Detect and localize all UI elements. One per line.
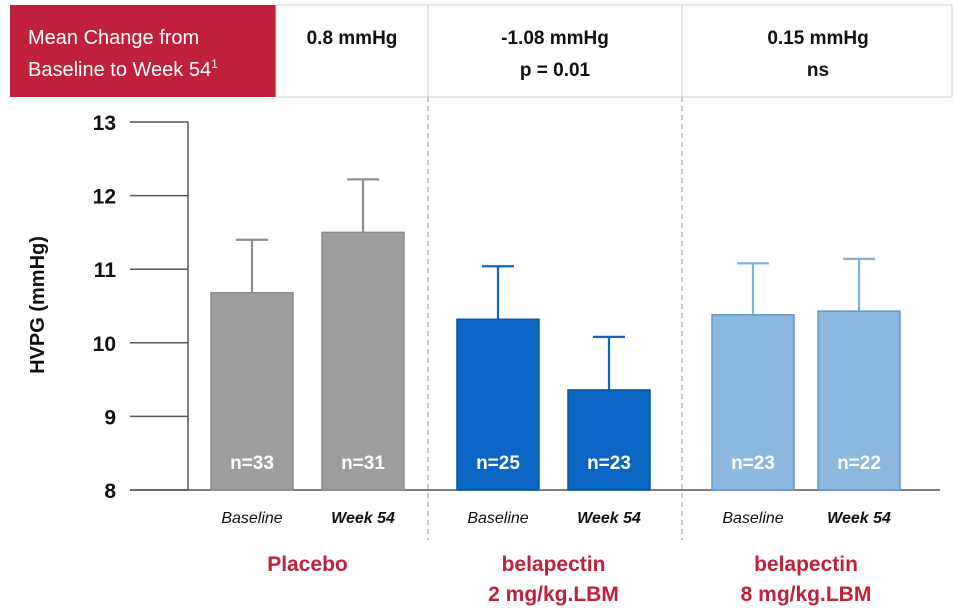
y-tick-label: 8	[104, 480, 116, 503]
header-group-3-line-2: ns	[807, 60, 829, 81]
y-axis-label: HVPG (mmHg)	[27, 236, 49, 374]
x-category-label: Baseline	[722, 510, 783, 527]
header-row-border	[275, 4, 953, 98]
group-label-line: Placebo	[267, 553, 348, 576]
x-category-label: Week 54	[827, 510, 891, 527]
x-category-label: Week 54	[577, 510, 641, 527]
header-label-superscript: 1	[211, 57, 218, 71]
header-band: Mean Change from Baseline to Week 541 0.…	[10, 4, 953, 98]
header-label-line-1: Mean Change from	[28, 27, 199, 49]
header-group-3-line-1: 0.15 mmHg	[767, 28, 868, 49]
group-label-line: belapectin	[754, 553, 858, 576]
group-label-line: belapectin	[502, 553, 606, 576]
bar-n-label: n=25	[476, 453, 520, 474]
bar-n-label: n=23	[587, 453, 631, 474]
y-ticks: 8 9 10 11 12 13	[93, 112, 188, 503]
bar-n-label: n=22	[837, 453, 881, 474]
y-tick-label: 11	[94, 259, 117, 282]
header-group-2-line-2: p = 0.01	[520, 60, 591, 81]
header-group-1-line-1: 0.8 mmHg	[307, 28, 398, 49]
bars: n=33 n=31 n=25 n=23 n=23 n=22	[210, 178, 901, 491]
x-category-label: Week 54	[331, 510, 395, 527]
header-group-2-line-1: -1.08 mmHg	[501, 28, 609, 49]
x-category-label: Baseline	[467, 510, 528, 527]
y-tick-label: 12	[93, 186, 116, 209]
group-labels: Placebo belapectin 2 mg/kg.LBM belapectin 8 …	[267, 553, 871, 606]
bar	[711, 314, 795, 491]
bar-n-label: n=33	[230, 453, 274, 474]
y-tick-label: 13	[93, 112, 116, 135]
category-labels: Baseline Week 54 Baseline Week 54 Baseline We…	[221, 510, 891, 527]
group-label-line: 2 mg/kg.LBM	[488, 583, 619, 606]
group-label-line: 8 mg/kg.LBM	[741, 583, 872, 606]
bar	[321, 231, 405, 491]
bar-n-label: n=23	[731, 453, 775, 474]
bar	[210, 292, 294, 491]
bar	[817, 310, 901, 491]
y-tick-label: 9	[104, 406, 116, 429]
x-category-label: Baseline	[221, 510, 282, 527]
header-label-background	[10, 5, 276, 97]
bar	[456, 318, 540, 491]
bar	[567, 389, 651, 491]
y-tick-label: 10	[93, 333, 116, 356]
header-label-line-2: Baseline to Week 541	[28, 57, 218, 81]
bar-n-label: n=31	[341, 453, 385, 474]
